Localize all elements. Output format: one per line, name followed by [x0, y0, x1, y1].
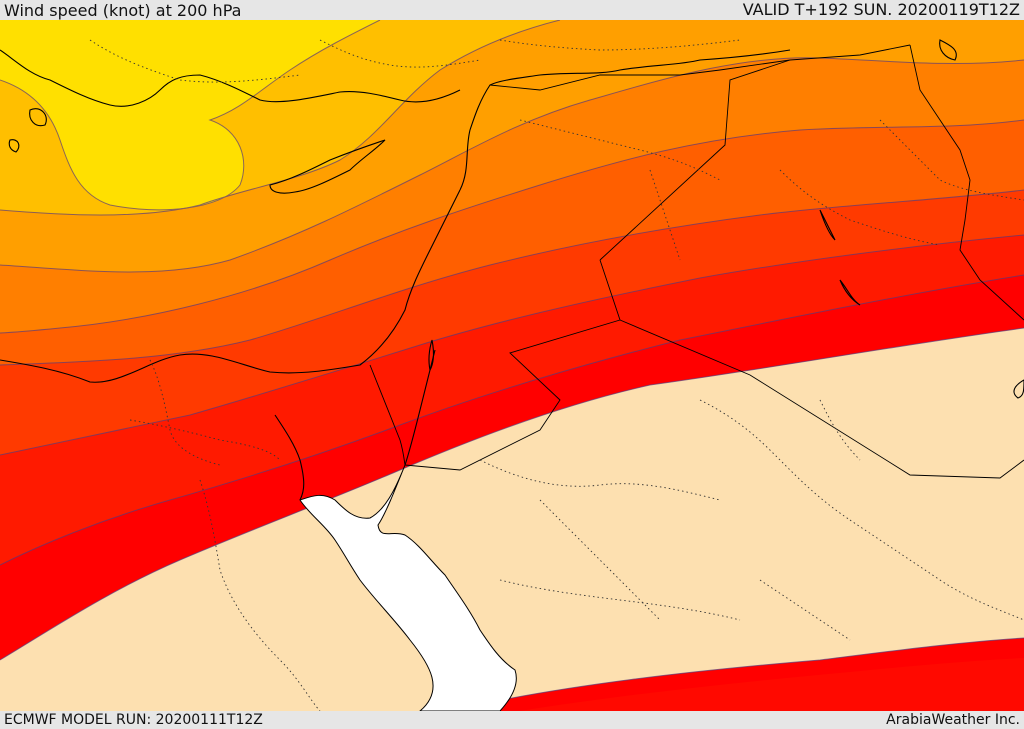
model-run: ECMWF MODEL RUN: 20200111T12Z — [4, 712, 263, 728]
map-header: Wind speed (knot) at 200 hPa VALID T+192… — [0, 0, 1024, 20]
contour-lines — [0, 20, 1024, 711]
valid-time: VALID T+192 SUN. 20200119T12Z — [742, 0, 1020, 19]
province-borders — [89, 39, 1024, 711]
credit: ArabiaWeather Inc. — [886, 712, 1020, 728]
map-canvas — [0, 20, 1024, 711]
country-borders — [369, 44, 1024, 479]
coastlines — [0, 39, 1024, 501]
wind-speed-map — [0, 20, 1024, 711]
map-footer: ECMWF MODEL RUN: 20200111T12Z ArabiaWeat… — [0, 711, 1024, 729]
wind-band-south — [450, 638, 1024, 711]
wind-band-1 — [0, 20, 380, 210]
map-title: Wind speed (knot) at 200 hPa — [4, 1, 242, 20]
wind-band-south-edge — [520, 658, 1024, 711]
red-sea — [299, 464, 517, 711]
